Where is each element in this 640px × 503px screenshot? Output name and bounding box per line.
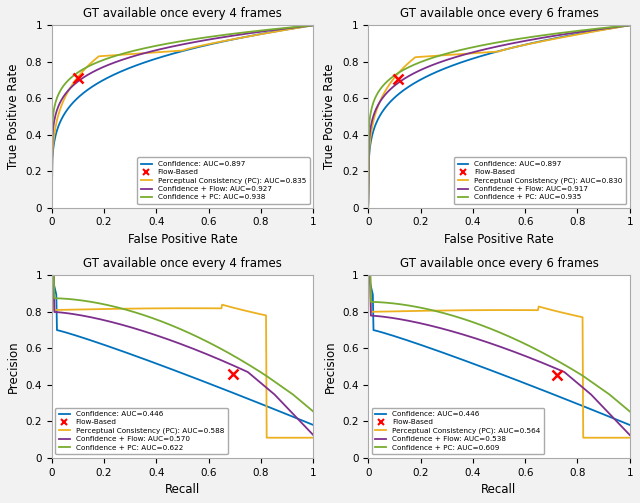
Title: GT available once every 6 frames: GT available once every 6 frames xyxy=(399,257,598,270)
Title: GT available once every 4 frames: GT available once every 4 frames xyxy=(83,7,282,20)
X-axis label: Recall: Recall xyxy=(165,483,200,496)
Title: GT available once every 4 frames: GT available once every 4 frames xyxy=(83,257,282,270)
Legend: Confidence: AUC=0.446, Flow-Based, Perceptual Consistency (PC): AUC=0.564, Confi: Confidence: AUC=0.446, Flow-Based, Perce… xyxy=(372,407,544,454)
Legend: Confidence: AUC=0.446, Flow-Based, Perceptual Consistency (PC): AUC=0.588, Confi: Confidence: AUC=0.446, Flow-Based, Perce… xyxy=(55,407,228,454)
Y-axis label: Precision: Precision xyxy=(323,340,337,393)
Title: GT available once every 6 frames: GT available once every 6 frames xyxy=(399,7,598,20)
X-axis label: False Positive Rate: False Positive Rate xyxy=(444,233,554,246)
Legend: Confidence: AUC=0.897, Flow-Based, Perceptual Consistency (PC): AUC=0.830, Confi: Confidence: AUC=0.897, Flow-Based, Perce… xyxy=(454,157,626,204)
Y-axis label: Precision: Precision xyxy=(7,340,20,393)
Y-axis label: True Positive Rate: True Positive Rate xyxy=(7,64,20,169)
X-axis label: False Positive Rate: False Positive Rate xyxy=(127,233,237,246)
X-axis label: Recall: Recall xyxy=(481,483,516,496)
Legend: Confidence: AUC=0.897, Flow-Based, Perceptual Consistency (PC): AUC=0.835, Confi: Confidence: AUC=0.897, Flow-Based, Perce… xyxy=(138,157,310,204)
Y-axis label: True Positive Rate: True Positive Rate xyxy=(323,64,337,169)
